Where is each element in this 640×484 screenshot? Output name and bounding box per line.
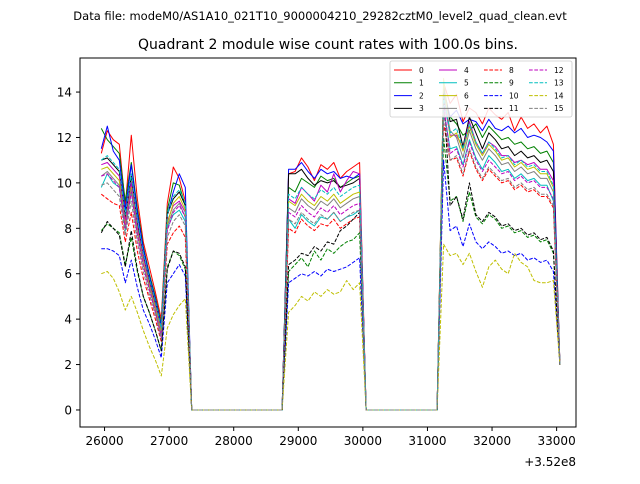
legend-label-5: 5 [464, 79, 469, 88]
x-tick-label: 31000 [408, 434, 446, 448]
series-line-15 [101, 112, 561, 411]
chart-title: Quadrant 2 module wise count rates with … [138, 37, 518, 53]
x-tick-label: 28000 [215, 434, 253, 448]
series-line-4 [101, 98, 561, 411]
x-tick-label: 26000 [85, 434, 123, 448]
legend-label-0: 0 [419, 66, 424, 75]
x-tick-label: 27000 [150, 434, 188, 448]
legend-label-12: 12 [554, 66, 564, 75]
series-line-12 [101, 105, 561, 411]
legend-label-3: 3 [419, 104, 424, 113]
y-tick-label: 14 [57, 86, 72, 100]
y-tick-label: 12 [57, 131, 72, 145]
y-tick-label: 2 [64, 358, 72, 372]
legend-box [389, 60, 573, 118]
series-line-11 [100, 93, 561, 411]
legend-label-11: 11 [509, 104, 519, 113]
series-layer [100, 77, 561, 411]
series-line-13 [100, 96, 561, 411]
series-line-3 [101, 84, 561, 411]
x-tick-label: 32000 [473, 434, 511, 448]
legend-label-4: 4 [464, 66, 469, 75]
series-line-0 [100, 82, 561, 411]
x-tick-label: 30000 [344, 434, 382, 448]
x-offset-label: +3.52e8 [524, 455, 576, 469]
legend-label-9: 9 [509, 79, 514, 88]
legend-label-7: 7 [464, 104, 469, 113]
y-tick-label: 0 [64, 403, 72, 417]
legend-label-1: 1 [419, 79, 424, 88]
legend-label-2: 2 [419, 91, 424, 100]
series-line-2 [100, 89, 561, 411]
y-tick-label: 8 [64, 222, 72, 236]
series-line-7 [100, 93, 561, 411]
x-tick-label: 29000 [279, 434, 317, 448]
y-tick-label: 4 [64, 313, 72, 327]
series-line-6 [101, 77, 561, 411]
series-line-8 [100, 123, 561, 411]
legend-label-8: 8 [509, 66, 514, 75]
legend-label-6: 6 [464, 91, 469, 100]
axes-frame [79, 57, 577, 428]
series-line-10 [101, 159, 561, 411]
y-tick-label: 10 [57, 176, 72, 190]
legend-label-14: 14 [554, 91, 564, 100]
legend-label-15: 15 [554, 104, 564, 113]
series-line-1 [100, 93, 561, 411]
y-tick-label: 6 [64, 267, 72, 281]
data-file-header: Data file: modeM0/AS1A10_021T10_90000042… [73, 9, 567, 23]
axes-layer: 26000 27000 28000 29000 30000 31000 32000 33000… [57, 57, 577, 448]
x-tick-label: 33000 [538, 434, 576, 448]
series-line-14 [101, 243, 561, 411]
legend-label-13: 13 [554, 79, 564, 88]
legend-label-10: 10 [509, 91, 519, 100]
